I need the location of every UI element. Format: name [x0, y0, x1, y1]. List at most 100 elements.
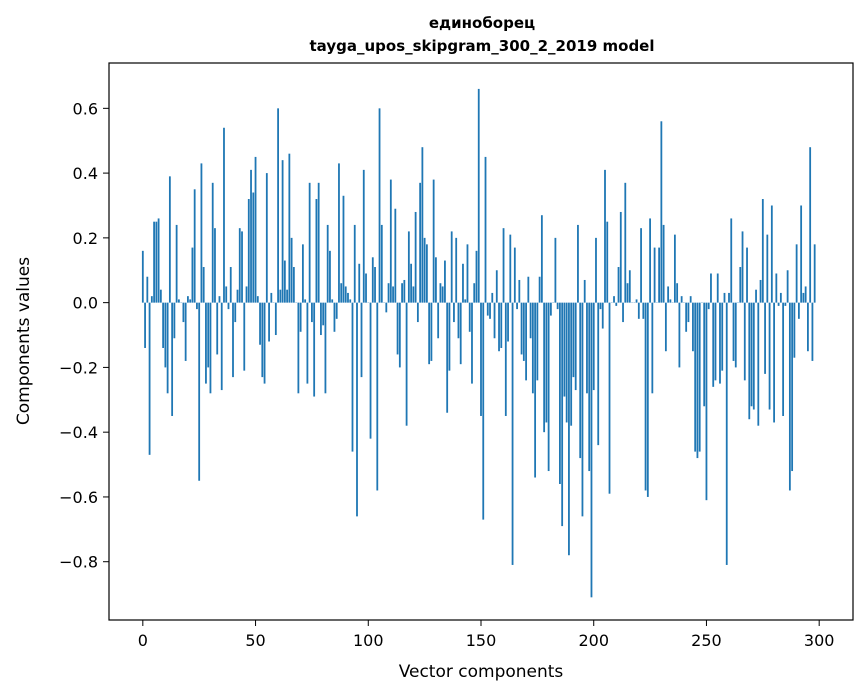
bar-129: [432, 179, 435, 303]
bar-28: [205, 302, 207, 384]
bar-96: [358, 263, 361, 303]
bar-168: [520, 302, 523, 355]
bar-104: [376, 302, 379, 491]
bar-66: [290, 237, 293, 303]
bar-79: [320, 302, 322, 336]
bar-294: [804, 286, 807, 303]
bar-192: [574, 302, 577, 391]
bar-130: [435, 257, 437, 303]
bar-156: [493, 302, 496, 339]
bar-197: [586, 302, 588, 394]
bar-191: [572, 302, 575, 378]
x-tick-label: 200: [578, 631, 609, 650]
bar-54: [263, 302, 266, 384]
bar-198: [588, 302, 591, 472]
bar-89: [342, 195, 345, 303]
bar-51: [256, 296, 259, 303]
bar-40: [232, 302, 234, 378]
bar-220: [637, 302, 640, 319]
bar-183: [554, 237, 557, 303]
bar-99: [365, 273, 367, 303]
bar-49: [252, 192, 255, 303]
bar-35: [220, 302, 223, 391]
bar-11: [166, 302, 169, 394]
bar-141: [459, 302, 462, 365]
bar-288: [791, 302, 794, 472]
bar-276: [764, 302, 766, 374]
x-axis-label: Vector components: [399, 662, 564, 682]
bar-260: [728, 292, 730, 303]
bar-184: [556, 302, 559, 310]
bar-236: [673, 234, 676, 303]
bar-77: [315, 199, 318, 303]
bar-140: [457, 302, 460, 339]
bar-13: [171, 302, 174, 416]
bar-170: [525, 302, 527, 381]
bar-146: [471, 302, 473, 384]
x-tick-label: 300: [804, 631, 835, 650]
bar-37: [225, 286, 228, 303]
bar-55: [265, 173, 268, 303]
bar-143: [464, 299, 467, 303]
bar-269: [748, 302, 751, 420]
bar-71: [301, 244, 304, 303]
bar-284: [782, 302, 785, 416]
bar-226: [651, 302, 654, 394]
bar-161: [504, 302, 507, 416]
bar-253: [712, 302, 715, 387]
bar-42: [236, 289, 239, 303]
bar-12: [168, 176, 171, 303]
bar-53: [261, 302, 264, 378]
bar-256: [719, 302, 721, 384]
bar-164: [511, 302, 514, 565]
bar-98: [362, 169, 365, 303]
bar-266: [741, 231, 744, 303]
bar-47: [247, 199, 250, 303]
x-tick-label: 100: [353, 631, 384, 650]
bar-258: [723, 292, 726, 303]
bar-39: [229, 267, 232, 303]
bar-283: [779, 292, 782, 303]
bar-233: [667, 286, 670, 303]
bar-241: [685, 302, 688, 332]
bar-0: [141, 250, 144, 303]
bar-57: [270, 292, 273, 303]
bar-196: [583, 279, 586, 303]
y-tick-label: 0.0: [73, 294, 98, 313]
bar-163: [509, 234, 512, 303]
bar-127: [428, 302, 431, 365]
bar-185: [559, 302, 561, 484]
bar-117: [405, 302, 408, 426]
bar-16: [177, 299, 180, 303]
bar-72: [304, 299, 307, 303]
bar-148: [475, 250, 478, 303]
bar-139: [455, 237, 458, 303]
bar-282: [777, 302, 780, 306]
bar-33: [216, 302, 219, 355]
bar-285: [784, 302, 787, 306]
bar-65: [288, 153, 291, 303]
bar-176: [538, 276, 541, 303]
bar-203: [599, 302, 602, 310]
bar-94: [353, 224, 356, 303]
bar-268: [746, 247, 748, 303]
bar-214: [624, 182, 627, 303]
bar-142: [462, 263, 464, 303]
bar-165: [513, 247, 516, 303]
bar-116: [403, 279, 406, 303]
bar-126: [425, 244, 428, 303]
y-tick-label: −0.4: [59, 423, 98, 442]
bar-121: [414, 211, 417, 303]
bar-134: [444, 260, 446, 303]
bar-275: [761, 199, 764, 303]
bar-212: [619, 211, 622, 303]
y-tick-label: 0.2: [73, 229, 98, 248]
bar-91: [347, 292, 349, 303]
bar-237: [676, 283, 679, 303]
bar-296: [809, 147, 812, 303]
bar-175: [536, 302, 539, 381]
bar-136: [448, 302, 451, 371]
bar-160: [502, 228, 505, 303]
bar-229: [658, 247, 661, 303]
bar-20: [187, 296, 189, 303]
